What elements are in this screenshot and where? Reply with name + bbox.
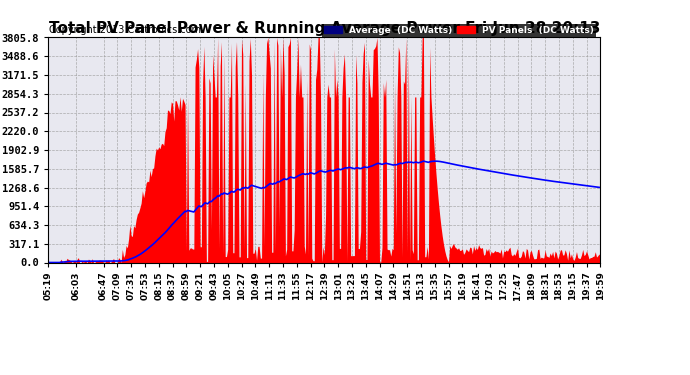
Legend: Average  (DC Watts), PV Panels  (DC Watts): Average (DC Watts), PV Panels (DC Watts) bbox=[322, 24, 595, 37]
Title: Total PV Panel Power & Running Average Power Fri Jun 28 20:13: Total PV Panel Power & Running Average P… bbox=[48, 21, 600, 36]
Text: Copyright 2013 Cartronics.com: Copyright 2013 Cartronics.com bbox=[50, 25, 201, 35]
